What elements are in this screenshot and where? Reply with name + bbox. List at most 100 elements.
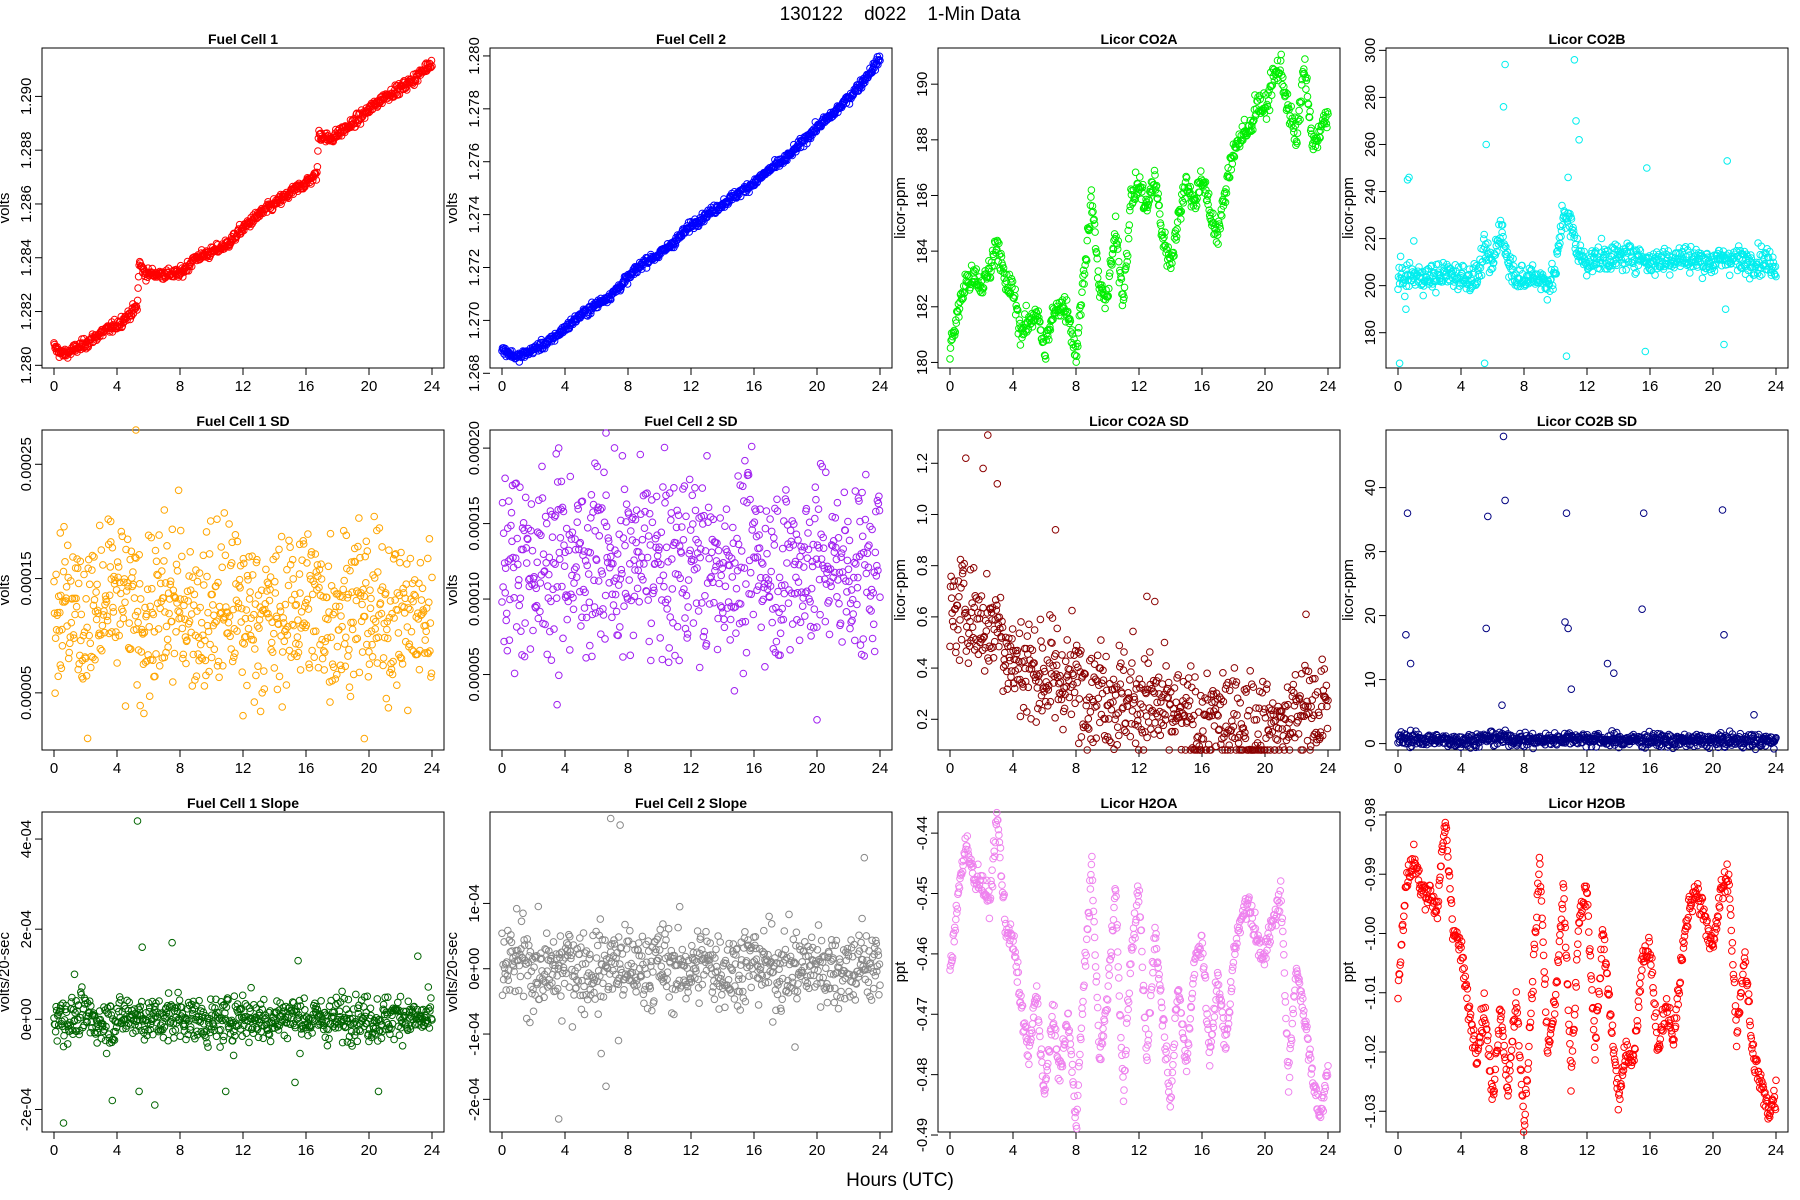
data-point [1126,732,1135,741]
y-tick-label: 1.276 [466,143,483,181]
data-point [1725,271,1734,280]
data-point [362,537,371,546]
data-point [1106,256,1115,265]
data-point [130,594,139,602]
y-tick-label: 260 [1362,132,1379,157]
data-point [237,604,246,613]
data-point [1146,648,1154,656]
data-point [533,558,542,567]
data-point-outlier [1395,359,1404,368]
data-point [1104,292,1112,300]
data-point [1484,239,1492,247]
data-point [1058,651,1066,659]
data-point [580,604,589,612]
data-point [117,527,126,536]
data-point [145,692,154,701]
data-point [731,559,739,567]
data-point [767,567,776,576]
data-point [1093,274,1102,282]
data-point [776,629,785,638]
data-point [1278,80,1287,89]
data-point [811,483,820,492]
data-point [788,620,797,628]
data-point [775,573,784,582]
data-point [1573,234,1582,243]
data-point [555,671,563,680]
data-point [161,608,169,616]
data-point [1305,113,1314,122]
data-point [1454,263,1463,271]
data-point [658,655,667,664]
data-point [262,565,270,574]
data-point [616,623,624,631]
data-point [1172,236,1180,244]
data-point [1488,264,1497,273]
data-point [1063,636,1071,644]
data-point [1618,266,1627,275]
data-point [1153,194,1161,202]
data-point [406,554,415,563]
data-point [780,589,789,598]
y-tick-label: 0.00025 [18,437,35,491]
data-point [1155,201,1163,210]
data-point [285,536,293,545]
data-point [618,452,627,460]
data-point [1518,261,1526,270]
data-point [112,586,121,594]
data-point [364,673,373,681]
data-point [1164,243,1172,251]
data-point [801,612,809,620]
data-point [1037,637,1045,645]
data-point [401,84,410,92]
x-tick-label: 20 [1705,378,1722,395]
data-point [717,571,726,580]
data-point [1115,731,1123,740]
data-point [1491,251,1500,259]
data-point [1528,261,1537,269]
y-tick-label: 1.286 [18,185,35,223]
data-point [602,491,610,500]
y-tick-label: 1.278 [466,90,483,128]
data-point [163,635,172,644]
data-point [314,147,322,155]
data-point [199,551,208,560]
data-point [225,520,233,528]
y-tick-label: 1.280 [466,37,483,75]
x-tick-label: 4 [1009,760,1017,777]
y-tick-label: 1.270 [466,302,483,340]
data-point [1159,235,1167,243]
data-point [1294,117,1303,126]
x-tick-label: 24 [424,378,441,395]
data-point [876,593,884,602]
data-point [85,339,94,348]
data-point [1228,160,1237,168]
data-point [838,638,846,646]
data-point [1151,186,1160,194]
data-point [1070,688,1079,697]
data-point [280,637,289,646]
data-point [1557,232,1565,241]
data-point [98,646,106,655]
data-points [498,52,884,366]
data-point [835,599,843,608]
data-point [84,343,92,351]
data-point [572,563,580,571]
data-point [635,598,644,606]
data-point [619,653,627,661]
data-point [749,610,758,619]
y-tick-label: 0.8 [914,555,931,576]
data-point [1035,314,1043,322]
data-point [1477,271,1486,280]
data-point [358,648,367,656]
data-point [355,668,364,677]
data-point [1093,651,1102,660]
data-point [501,589,510,597]
data-point [237,618,245,626]
data-point [978,288,987,297]
data-point [1036,615,1045,624]
data-point-outlier [1564,173,1572,182]
data-point [415,665,424,674]
data-point [1632,268,1640,277]
data-point [774,587,782,596]
